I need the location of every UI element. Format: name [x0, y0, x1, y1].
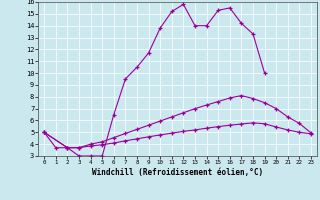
X-axis label: Windchill (Refroidissement éolien,°C): Windchill (Refroidissement éolien,°C) [92, 168, 263, 177]
